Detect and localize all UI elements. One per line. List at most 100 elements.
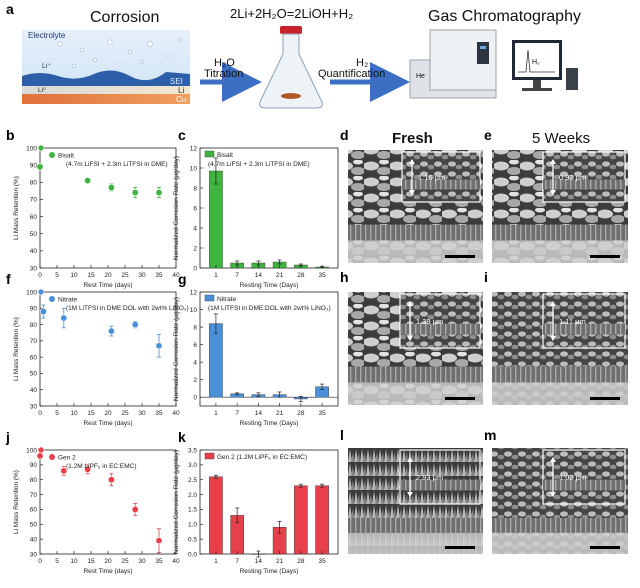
cell-schematic: Electrolyte Li⁺ SEI Li⁰ Li Cu <box>22 30 190 104</box>
x-tick-label: 25 <box>121 272 129 279</box>
data-point <box>156 537 162 543</box>
x-tick-label: 7 <box>235 558 239 565</box>
x-tick-label: 20 <box>104 272 112 279</box>
y-tick-label: 10 <box>190 165 198 172</box>
panel-label-f: f <box>6 271 11 287</box>
x-tick-label: 28 <box>297 410 305 417</box>
sem-substrate <box>492 240 628 263</box>
x-tick-label: 40 <box>172 410 180 417</box>
y-tick-label: 90 <box>30 462 38 469</box>
y-tick-label: 70 <box>30 338 38 345</box>
x-axis-label: Resting Time (Days) <box>240 420 299 427</box>
scale-bar <box>445 255 475 258</box>
y-tick-label: 4 <box>193 225 197 232</box>
thickness-label: 1.11 μm <box>559 317 586 326</box>
x-tick-label: 0 <box>38 410 42 417</box>
sem-cross-section <box>492 367 628 383</box>
y-tick-label: 90 <box>30 162 38 169</box>
legend-sublabel: (1M LiTFSI in DME:DOL with 2wt% LiNO₃) <box>66 305 189 312</box>
cu-label: Cu <box>176 95 186 104</box>
y-tick-label: 100 <box>26 289 37 296</box>
y-tick-label: 50 <box>30 522 38 529</box>
y-axis-label: Normalized Corrosion Rate (μg/day) <box>173 297 180 401</box>
bar <box>209 171 222 268</box>
flask-icon <box>260 26 323 108</box>
sem-image-i: 1.11 μm <box>492 292 628 405</box>
x-tick-label: 14 <box>255 558 263 565</box>
scale-bar <box>445 546 475 549</box>
y-tick-label: 60 <box>30 507 38 514</box>
fresh-title: Fresh <box>392 130 433 147</box>
x-axis-label: Resting Time (Days) <box>240 568 299 575</box>
y-tick-label: 2 <box>193 245 197 252</box>
sem-substrate <box>492 382 628 405</box>
corrosion-title: Corrosion <box>90 9 159 26</box>
thickness-label: 0.92 μm <box>559 173 586 182</box>
legend-label: Nitrate <box>217 296 237 303</box>
sem-image-h: 1.39 μm <box>348 292 483 405</box>
x-tick-label: 7 <box>235 410 239 417</box>
legend-label: Gen 2 <box>58 455 76 462</box>
y-tick-label: 8 <box>193 185 197 192</box>
sem-cross-section <box>492 225 628 241</box>
y-tick-label: 2.0 <box>188 492 197 499</box>
y-tick-label: 70 <box>30 197 38 204</box>
sem-substrate <box>348 240 483 263</box>
y-tick-label: 50 <box>30 371 38 378</box>
y-tick-label: 6 <box>193 205 197 212</box>
x-axis-label: Rest Time (days) <box>83 568 132 575</box>
panel-label-c: c <box>178 127 186 143</box>
y-tick-label: 0.0 <box>188 551 197 558</box>
x-tick-label: 10 <box>70 410 78 417</box>
x-tick-label: 35 <box>155 410 163 417</box>
data-point <box>156 343 162 349</box>
y-tick-label: 2 <box>193 377 197 384</box>
sem-image-e: 0.92 μm <box>492 150 628 263</box>
y-tick-label: 0 <box>193 265 197 272</box>
titration-label: Titration <box>204 68 243 80</box>
electrolyte-label: Electrolyte <box>28 31 66 40</box>
data-point <box>132 506 138 512</box>
x-tick-label: 30 <box>138 558 146 565</box>
data-point <box>132 189 138 195</box>
data-point <box>38 145 44 151</box>
y-tick-label: 4 <box>193 359 197 366</box>
scale-bar <box>590 397 620 400</box>
y-tick-label: 12 <box>190 289 198 296</box>
scale-bar <box>590 255 620 258</box>
y-tick-label: 30 <box>30 403 38 410</box>
data-point <box>108 184 114 190</box>
sei-label: SEI <box>170 77 183 86</box>
legend-label: Gen 2 (1.2M LiPF₆ in EC:EMC) <box>217 454 307 461</box>
y-tick-label: 12 <box>190 145 198 152</box>
panel-label-h: h <box>340 269 349 285</box>
li0-label: Li⁰ <box>38 87 46 94</box>
sem-substrate <box>348 382 483 405</box>
x-tick-label: 20 <box>104 558 112 565</box>
data-point <box>38 289 44 295</box>
sem-image-d: 1.16 μm <box>348 150 483 263</box>
data-point <box>37 164 43 170</box>
gas-chromatograph-icon: He H₂ <box>410 30 578 98</box>
legend-sublabel: (4.7m LiFSI + 2.3m LiTFSI in DME) <box>208 161 310 168</box>
panel-label-a: a <box>6 1 14 17</box>
bar <box>315 486 328 554</box>
x-tick-label: 21 <box>276 410 284 417</box>
x-tick-label: 20 <box>104 410 112 417</box>
x-tick-label: 14 <box>255 410 263 417</box>
y-tick-label: 80 <box>30 477 38 484</box>
y-tick-label: 80 <box>30 180 38 187</box>
thickness-label: 1.16 μm <box>418 173 445 182</box>
y-tick-label: 30 <box>30 551 38 558</box>
x-tick-label: 15 <box>87 558 95 565</box>
panel-label-m: m <box>484 427 496 443</box>
panel-label-b: b <box>6 127 15 143</box>
panel-a: a Corrosion Electrolyte Li⁺ SEI Li⁰ Li C… <box>6 1 581 108</box>
sem-substrate <box>348 533 483 554</box>
x-tick-label: 5 <box>55 410 59 417</box>
y-tick-label: 0.5 <box>188 536 197 543</box>
